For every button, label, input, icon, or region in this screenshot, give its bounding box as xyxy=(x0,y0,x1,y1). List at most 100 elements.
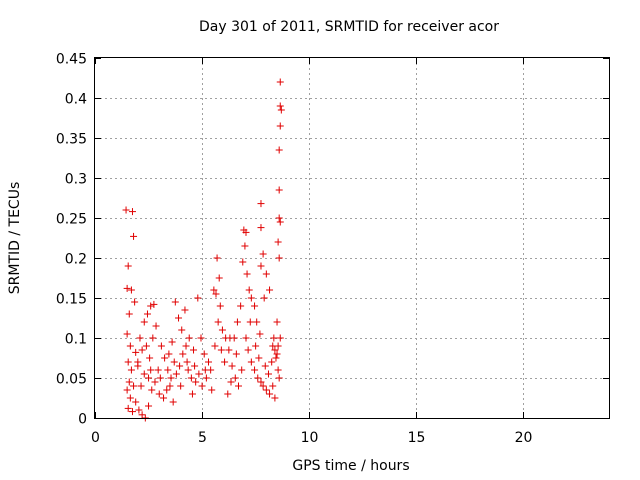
data-point xyxy=(178,326,186,334)
x-tick-label: 10 xyxy=(301,430,319,446)
data-point xyxy=(266,286,274,294)
plot-frame xyxy=(94,57,610,419)
y-tick-label: 0.3 xyxy=(65,172,87,188)
data-point xyxy=(241,242,249,250)
data-point xyxy=(126,394,134,402)
data-point xyxy=(123,284,131,292)
data-point xyxy=(215,274,223,282)
data-point xyxy=(124,358,132,366)
data-point xyxy=(253,318,261,326)
data-point xyxy=(242,334,250,342)
data-point xyxy=(208,386,216,394)
data-point xyxy=(234,382,242,390)
data-point xyxy=(163,386,171,394)
data-point xyxy=(161,354,169,362)
data-point xyxy=(275,146,283,154)
data-point xyxy=(269,382,277,390)
data-point xyxy=(231,374,239,382)
data-point xyxy=(261,362,269,370)
data-point xyxy=(259,250,267,258)
x-tick-label: 0 xyxy=(91,430,100,446)
y-tick-label: 0.05 xyxy=(56,372,87,388)
x-axis-label: GPS time / hours xyxy=(292,458,409,474)
data-point xyxy=(137,382,145,390)
data-point xyxy=(242,228,250,236)
data-point xyxy=(247,294,255,302)
data-point xyxy=(140,370,148,378)
data-point xyxy=(232,350,240,358)
data-point xyxy=(148,386,156,394)
data-point xyxy=(210,286,218,294)
y-tick-label: 0.2 xyxy=(65,252,87,268)
data-point xyxy=(191,362,199,370)
x-tick-label: 5 xyxy=(198,430,207,446)
data-point xyxy=(138,411,146,419)
data-point xyxy=(217,346,225,354)
data-point xyxy=(197,334,205,342)
data-point xyxy=(257,200,265,208)
data-point xyxy=(274,238,282,246)
data-point xyxy=(184,366,192,374)
data-point xyxy=(164,366,172,374)
data-point xyxy=(198,382,206,390)
data-point xyxy=(145,402,153,410)
data-point xyxy=(147,302,155,310)
data-point xyxy=(151,378,159,386)
data-point xyxy=(150,300,158,308)
data-point xyxy=(257,378,265,386)
data-point xyxy=(239,258,247,266)
data-point xyxy=(146,354,154,362)
data-point xyxy=(212,290,220,298)
data-point xyxy=(257,224,265,232)
data-point xyxy=(243,270,251,278)
y-tick-label: 0 xyxy=(78,412,87,428)
data-point xyxy=(181,306,189,314)
data-point xyxy=(123,386,131,394)
y-axis-label: SRMTID / TECUs xyxy=(7,182,23,295)
data-point xyxy=(172,370,180,378)
data-point xyxy=(224,390,232,398)
data-point xyxy=(130,232,138,240)
data-point xyxy=(274,342,282,350)
data-point xyxy=(255,354,263,362)
data-point xyxy=(170,358,178,366)
data-point xyxy=(155,390,163,398)
data-point xyxy=(237,302,245,310)
y-tick-label: 0.35 xyxy=(56,132,87,148)
data-point xyxy=(276,122,284,130)
data-point xyxy=(218,326,226,334)
data-point xyxy=(252,342,260,350)
data-points xyxy=(122,78,285,422)
data-point xyxy=(211,342,219,350)
data-point xyxy=(214,318,222,326)
data-point xyxy=(221,358,229,366)
data-point xyxy=(276,218,284,226)
data-point xyxy=(225,346,233,354)
data-point xyxy=(226,334,234,342)
data-point xyxy=(264,370,272,378)
data-point xyxy=(213,254,221,262)
data-point xyxy=(145,374,153,382)
data-point xyxy=(124,404,132,412)
data-point xyxy=(131,298,139,306)
data-point xyxy=(157,342,165,350)
data-point xyxy=(176,362,184,370)
data-point xyxy=(126,342,134,350)
data-point xyxy=(175,314,183,322)
data-point xyxy=(187,374,195,382)
data-point xyxy=(274,366,282,374)
data-point xyxy=(156,374,164,382)
data-point xyxy=(167,374,175,382)
data-point xyxy=(179,350,187,358)
data-point xyxy=(188,390,196,398)
data-point xyxy=(169,398,177,406)
data-point xyxy=(142,342,150,350)
data-point xyxy=(194,294,202,302)
data-point xyxy=(202,374,210,382)
data-point xyxy=(275,186,283,194)
y-tick-label: 0.4 xyxy=(65,92,87,108)
data-point xyxy=(160,394,168,402)
data-point xyxy=(254,374,262,382)
data-point xyxy=(272,354,280,362)
